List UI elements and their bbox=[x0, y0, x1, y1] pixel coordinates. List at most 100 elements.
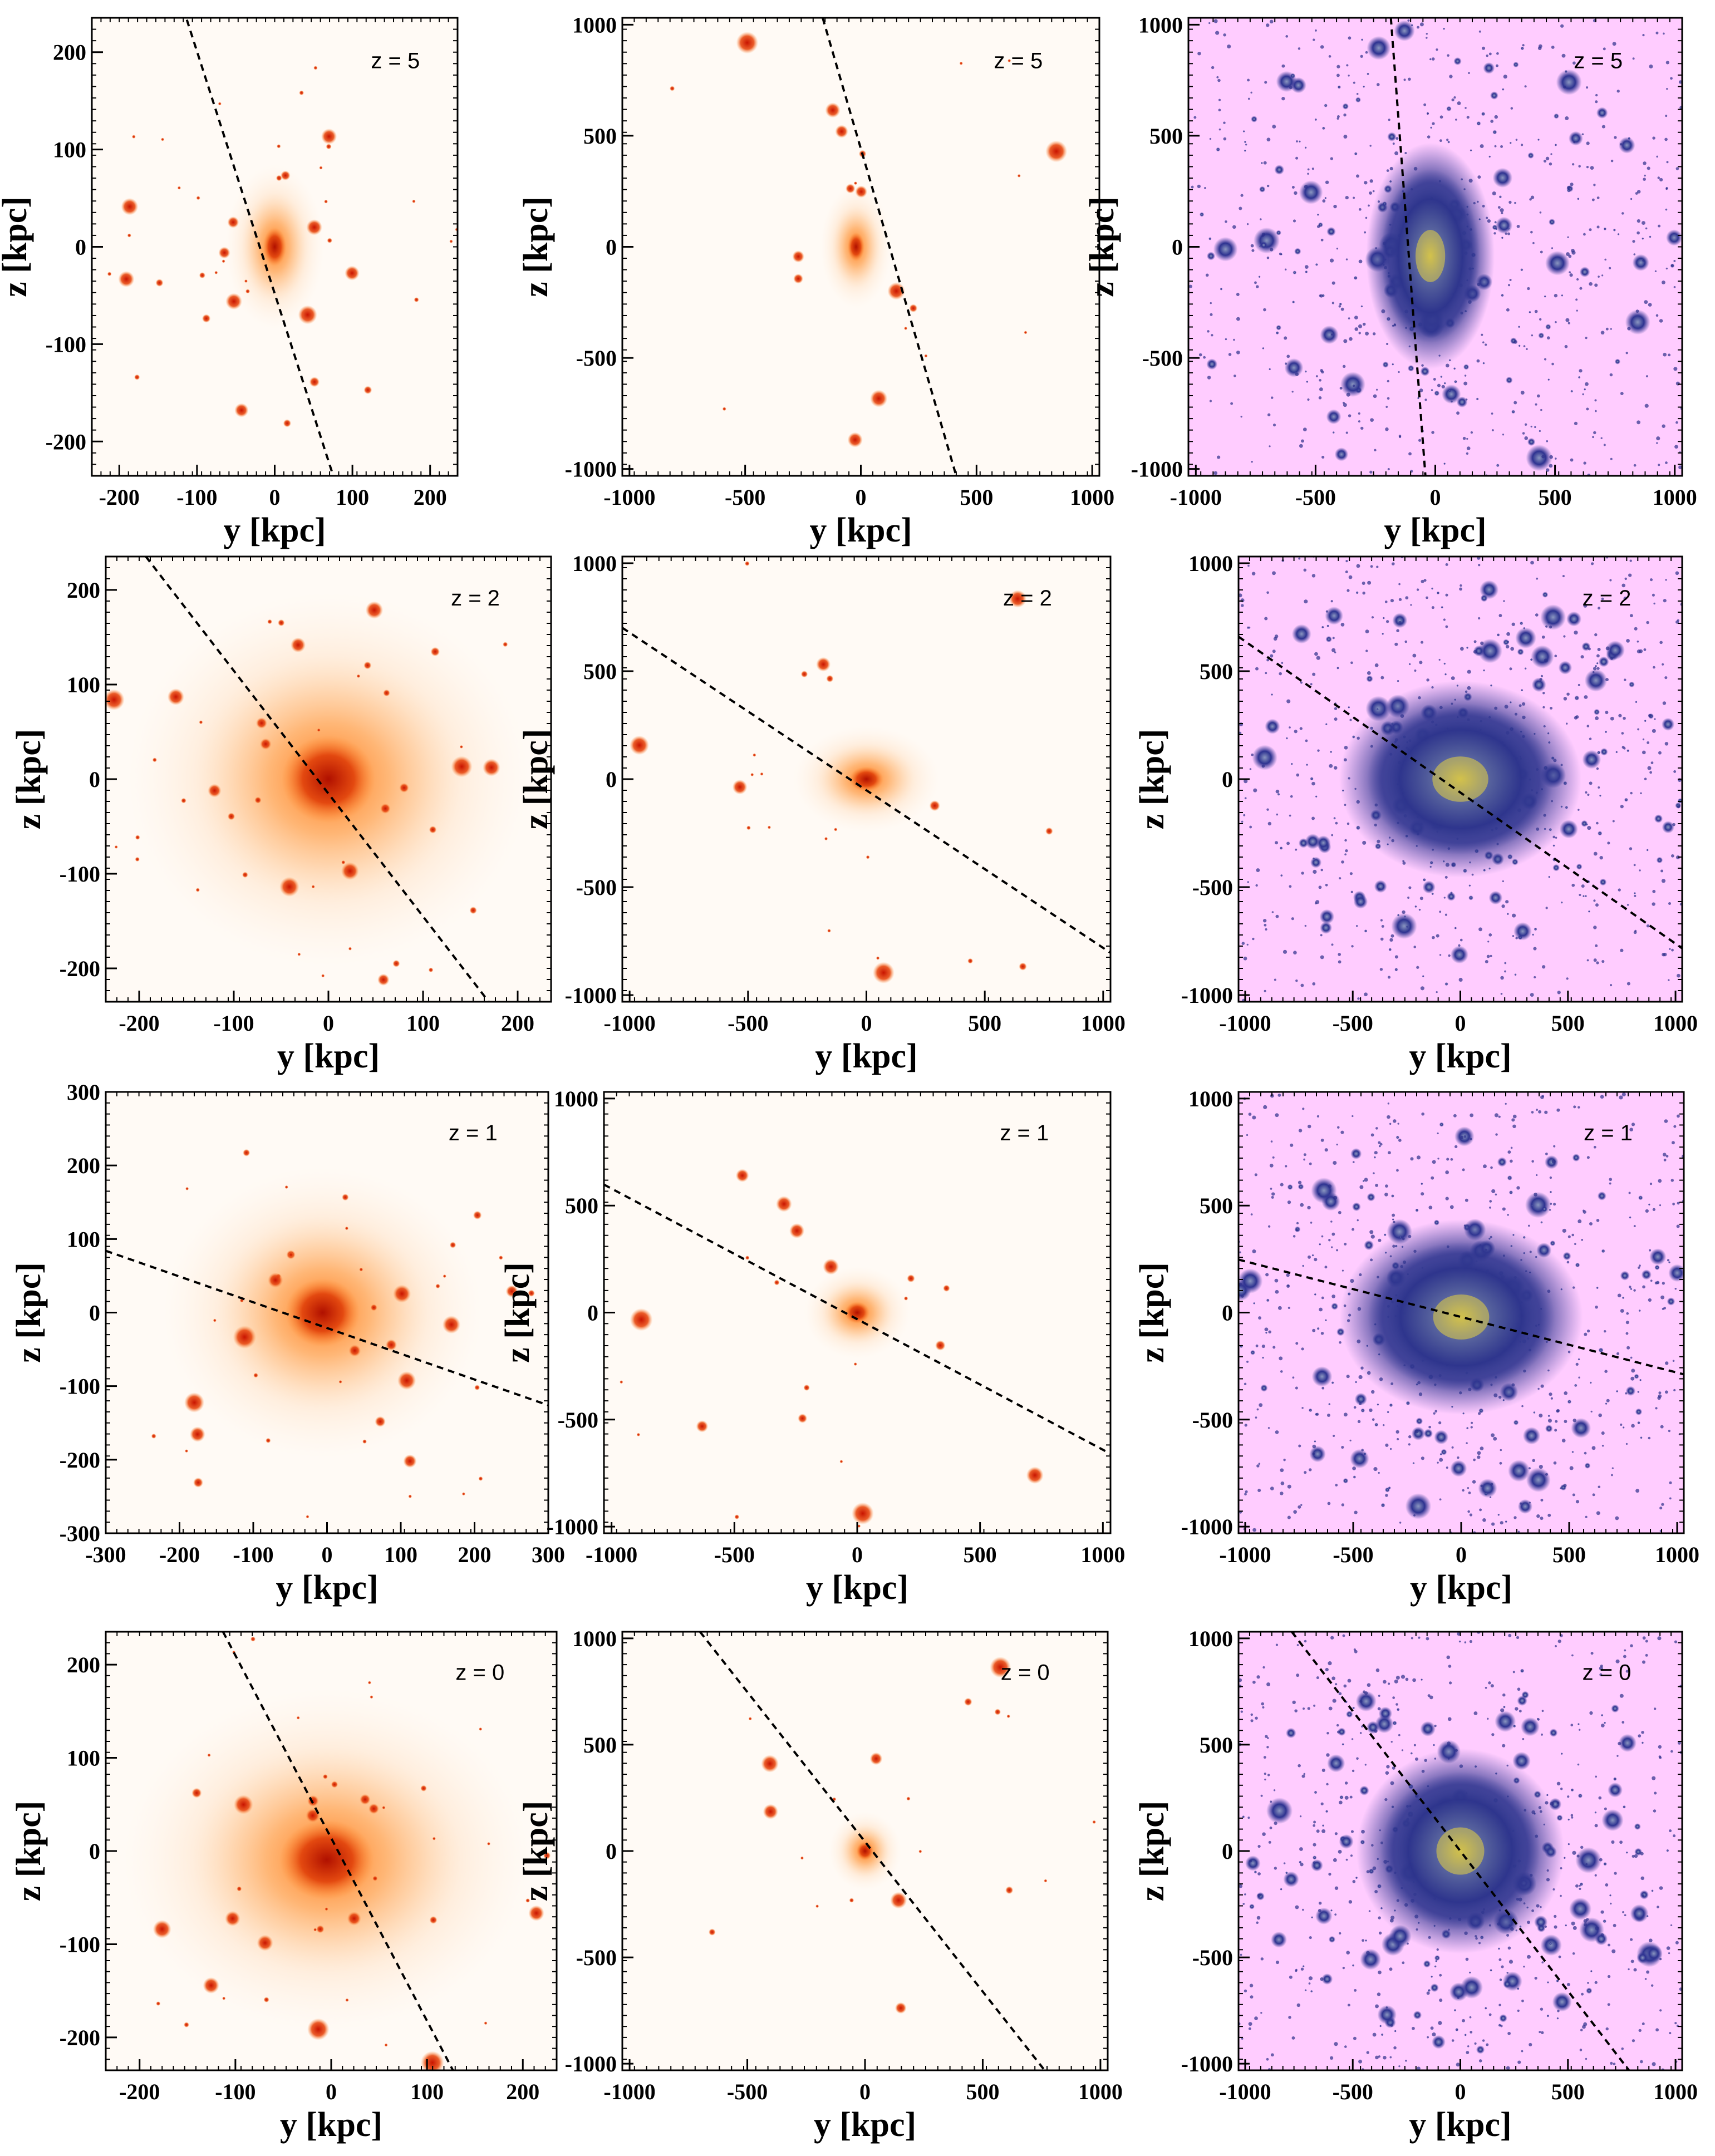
dm-particle bbox=[1470, 2031, 1473, 2034]
dm-particle bbox=[1491, 1733, 1495, 1736]
dm-particle bbox=[1618, 888, 1621, 892]
subhalo bbox=[1600, 1714, 1604, 1717]
y-tick-label: 1000 bbox=[1138, 12, 1183, 37]
subhalo bbox=[1608, 1782, 1623, 1798]
dm-particle bbox=[1570, 458, 1574, 462]
subhalo bbox=[1355, 97, 1361, 103]
dm-particle bbox=[1480, 1484, 1483, 1488]
subhalo bbox=[1615, 1390, 1619, 1393]
dm-particle bbox=[1639, 869, 1641, 872]
dm-particle bbox=[1507, 284, 1511, 287]
satellite bbox=[826, 675, 834, 683]
subhalo bbox=[1654, 1264, 1660, 1271]
dm-particle bbox=[1240, 194, 1244, 197]
subhalo bbox=[1527, 437, 1536, 446]
dm-particle bbox=[1311, 781, 1315, 786]
dm-particle bbox=[1331, 281, 1335, 285]
dm-particle bbox=[1267, 1774, 1270, 1776]
dm-particle bbox=[1596, 667, 1600, 670]
dm-particle bbox=[1303, 1153, 1306, 1156]
x-tick-label: 0 bbox=[1455, 2079, 1466, 2104]
dm-particle bbox=[1629, 1128, 1633, 1131]
subhalo bbox=[1320, 325, 1339, 344]
dm-particle bbox=[1628, 573, 1632, 577]
dm-particle bbox=[1254, 281, 1257, 284]
dm-particle bbox=[1392, 1213, 1395, 1217]
dm-particle bbox=[1490, 120, 1494, 123]
subhalo bbox=[1315, 1907, 1333, 1925]
dm-particle bbox=[1509, 278, 1512, 281]
dm-particle bbox=[1295, 1386, 1298, 1390]
dm-particle bbox=[1545, 1153, 1548, 1155]
dm-particle bbox=[1362, 591, 1365, 595]
x-axis-title: y [kpc] bbox=[806, 1569, 908, 1607]
subhalo bbox=[1269, 368, 1271, 371]
dm-particle bbox=[1243, 956, 1247, 961]
dm-particle bbox=[1396, 1169, 1399, 1172]
dm-particle bbox=[1250, 1213, 1253, 1215]
dm-particle bbox=[1359, 1402, 1362, 1405]
dm-particle bbox=[1350, 1854, 1353, 1857]
dm-particle bbox=[1541, 1710, 1544, 1712]
dm-particle bbox=[1336, 65, 1340, 68]
subhalo bbox=[1538, 332, 1545, 339]
subhalo bbox=[1353, 894, 1368, 909]
x-tick-label: 200 bbox=[501, 1011, 534, 1036]
dm-particle bbox=[1659, 1507, 1663, 1510]
subhalo bbox=[1294, 248, 1301, 255]
dm-particle bbox=[1408, 1435, 1412, 1439]
satellite bbox=[505, 1285, 518, 1298]
dm-particle bbox=[1346, 1375, 1350, 1379]
dm-particle bbox=[1432, 2032, 1436, 2037]
dm-particle bbox=[1517, 2060, 1521, 2064]
satellite bbox=[195, 888, 200, 892]
dm-particle bbox=[1398, 583, 1400, 585]
dm-particle bbox=[1294, 730, 1298, 734]
subhalo bbox=[1572, 1154, 1580, 1162]
satellite bbox=[277, 144, 281, 149]
dm-particle bbox=[1336, 1730, 1340, 1734]
dm-particle bbox=[1644, 777, 1647, 781]
satellite bbox=[227, 813, 235, 820]
dm-particle bbox=[1408, 77, 1411, 81]
y-tick-label: -500 bbox=[558, 1407, 598, 1433]
subhalo bbox=[1443, 27, 1446, 30]
dm-particle bbox=[1300, 1203, 1304, 1207]
dm-particle bbox=[1371, 616, 1374, 619]
dm-particle bbox=[1545, 156, 1550, 161]
dm-particle bbox=[1619, 60, 1621, 62]
subhalo bbox=[1501, 293, 1504, 297]
dm-particle bbox=[1283, 1862, 1286, 1864]
dm-particle bbox=[1388, 1682, 1390, 1685]
dm-particle bbox=[1403, 78, 1406, 81]
dm-particle bbox=[1539, 1414, 1543, 1418]
x-tick-label: 1000 bbox=[1080, 1542, 1125, 1567]
satellite bbox=[429, 1916, 438, 1924]
dm-particle bbox=[1254, 1173, 1257, 1177]
subhalo bbox=[1314, 1440, 1316, 1443]
subhalo bbox=[1490, 91, 1498, 100]
dm-particle bbox=[1333, 204, 1337, 209]
major-axis-dashed-line bbox=[1239, 636, 1682, 949]
dm-particle bbox=[1256, 1675, 1260, 1679]
dm-particle bbox=[1436, 991, 1438, 993]
dm-particle bbox=[1573, 1105, 1576, 1109]
dm-particle bbox=[1339, 1800, 1343, 1805]
dm-particle bbox=[1274, 1867, 1277, 1870]
dm-particle bbox=[1414, 1429, 1419, 1434]
subhalo bbox=[1604, 1721, 1606, 1724]
satellite bbox=[469, 907, 477, 914]
dm-particle bbox=[1336, 1144, 1338, 1146]
dm-particle bbox=[1528, 1467, 1531, 1470]
dm-particle bbox=[1275, 914, 1279, 918]
subhalo bbox=[1542, 592, 1549, 598]
satellite bbox=[1017, 174, 1021, 178]
satellite bbox=[127, 233, 131, 238]
dm-particle bbox=[1587, 1982, 1589, 1984]
dm-particle bbox=[1581, 884, 1585, 888]
dm-particle bbox=[1605, 2027, 1609, 2031]
subhalo bbox=[1415, 1208, 1419, 1212]
dm-particle bbox=[1673, 770, 1677, 773]
subhalo bbox=[1337, 85, 1341, 89]
satellite bbox=[483, 759, 500, 776]
